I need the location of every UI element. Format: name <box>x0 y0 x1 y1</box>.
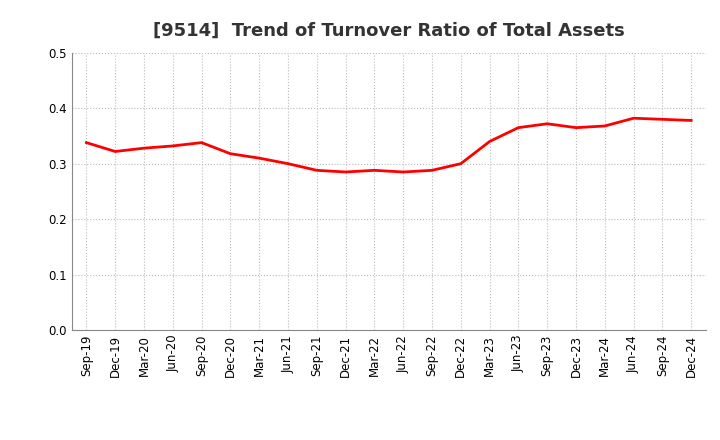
Title: [9514]  Trend of Turnover Ratio of Total Assets: [9514] Trend of Turnover Ratio of Total … <box>153 22 625 40</box>
